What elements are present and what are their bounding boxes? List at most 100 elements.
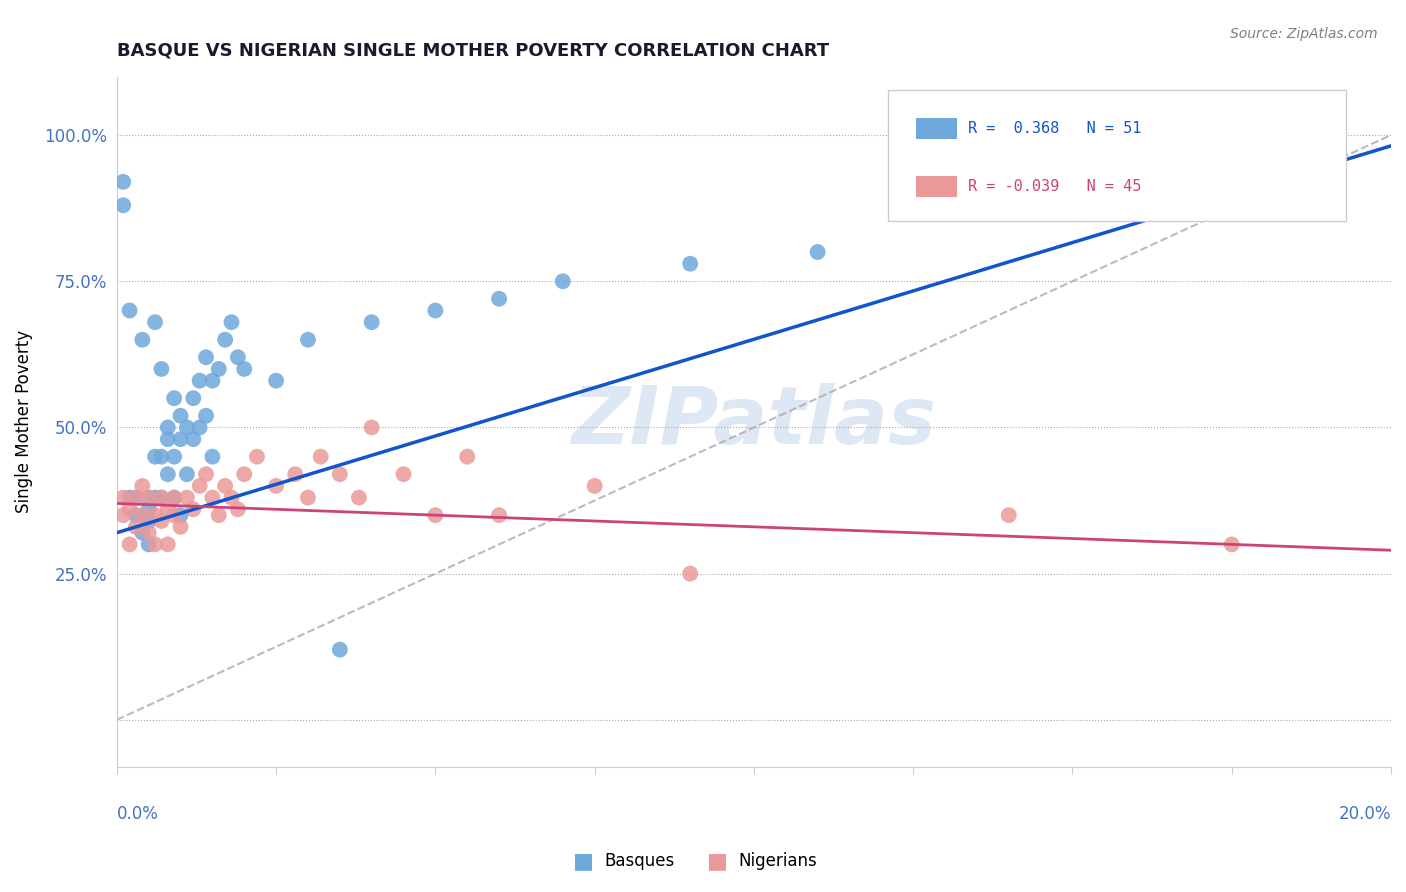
Point — [112, 508, 135, 523]
Point — [233, 467, 256, 482]
Point — [169, 432, 191, 446]
Point — [456, 450, 478, 464]
Point — [118, 491, 141, 505]
Point — [131, 333, 153, 347]
Point — [176, 491, 198, 505]
Point — [138, 502, 160, 516]
Point — [143, 315, 166, 329]
Point — [138, 514, 160, 528]
Point — [297, 333, 319, 347]
Point — [679, 257, 702, 271]
Text: R =  0.368   N = 51: R = 0.368 N = 51 — [967, 120, 1142, 136]
Point — [201, 374, 224, 388]
Point — [208, 508, 231, 523]
Point — [138, 491, 160, 505]
Text: Basques: Basques — [605, 852, 675, 870]
Point — [163, 450, 186, 464]
Point — [150, 362, 173, 376]
Point — [226, 502, 249, 516]
Point — [156, 467, 179, 482]
Point — [264, 374, 287, 388]
Point — [201, 491, 224, 505]
Point — [188, 420, 211, 434]
Point — [169, 508, 191, 523]
Point — [131, 479, 153, 493]
Point — [138, 537, 160, 551]
Point — [163, 391, 186, 405]
Point — [150, 491, 173, 505]
Point — [181, 502, 204, 516]
Point — [488, 508, 510, 523]
Point — [156, 502, 179, 516]
Point — [221, 315, 243, 329]
Point — [188, 479, 211, 493]
Point — [1220, 537, 1243, 551]
Point — [150, 450, 173, 464]
Point — [195, 351, 218, 365]
Text: ■: ■ — [707, 851, 727, 871]
Text: R = -0.039   N = 45: R = -0.039 N = 45 — [967, 178, 1142, 194]
Point — [221, 491, 243, 505]
Point — [176, 467, 198, 482]
Point — [118, 502, 141, 516]
Point — [131, 508, 153, 523]
Text: Nigerians: Nigerians — [738, 852, 817, 870]
Point — [551, 274, 574, 288]
Point — [156, 432, 179, 446]
Point — [169, 409, 191, 423]
Point — [360, 315, 382, 329]
Bar — [915, 176, 956, 196]
Point — [181, 391, 204, 405]
Point — [163, 508, 186, 523]
Point — [118, 303, 141, 318]
Point — [143, 537, 166, 551]
Y-axis label: Single Mother Poverty: Single Mother Poverty — [15, 330, 32, 513]
Bar — [915, 118, 956, 138]
Point — [329, 467, 352, 482]
Point — [125, 508, 148, 523]
Point — [169, 520, 191, 534]
Point — [679, 566, 702, 581]
FancyBboxPatch shape — [887, 90, 1347, 221]
Point — [118, 537, 141, 551]
Point — [143, 508, 166, 523]
Point — [112, 491, 135, 505]
Point — [163, 491, 186, 505]
Text: ■: ■ — [574, 851, 593, 871]
Point — [201, 450, 224, 464]
Point — [195, 409, 218, 423]
Point — [163, 491, 186, 505]
Point — [125, 491, 148, 505]
Point — [156, 537, 179, 551]
Point — [188, 374, 211, 388]
Point — [583, 479, 606, 493]
Point — [309, 450, 332, 464]
Point — [488, 292, 510, 306]
Point — [360, 420, 382, 434]
Point — [347, 491, 370, 505]
Point — [181, 432, 204, 446]
Point — [214, 479, 236, 493]
Point — [195, 467, 218, 482]
Point — [125, 491, 148, 505]
Point — [214, 333, 236, 347]
Point — [208, 362, 231, 376]
Text: 20.0%: 20.0% — [1339, 805, 1391, 823]
Point — [138, 491, 160, 505]
Point — [329, 642, 352, 657]
Point — [807, 245, 830, 260]
Point — [233, 362, 256, 376]
Point — [150, 491, 173, 505]
Point — [264, 479, 287, 493]
Point — [226, 351, 249, 365]
Point — [392, 467, 415, 482]
Point — [156, 420, 179, 434]
Point — [131, 525, 153, 540]
Point — [246, 450, 269, 464]
Text: 0.0%: 0.0% — [117, 805, 159, 823]
Point — [125, 520, 148, 534]
Text: Source: ZipAtlas.com: Source: ZipAtlas.com — [1230, 27, 1378, 41]
Point — [138, 525, 160, 540]
Point — [112, 175, 135, 189]
Point — [143, 491, 166, 505]
